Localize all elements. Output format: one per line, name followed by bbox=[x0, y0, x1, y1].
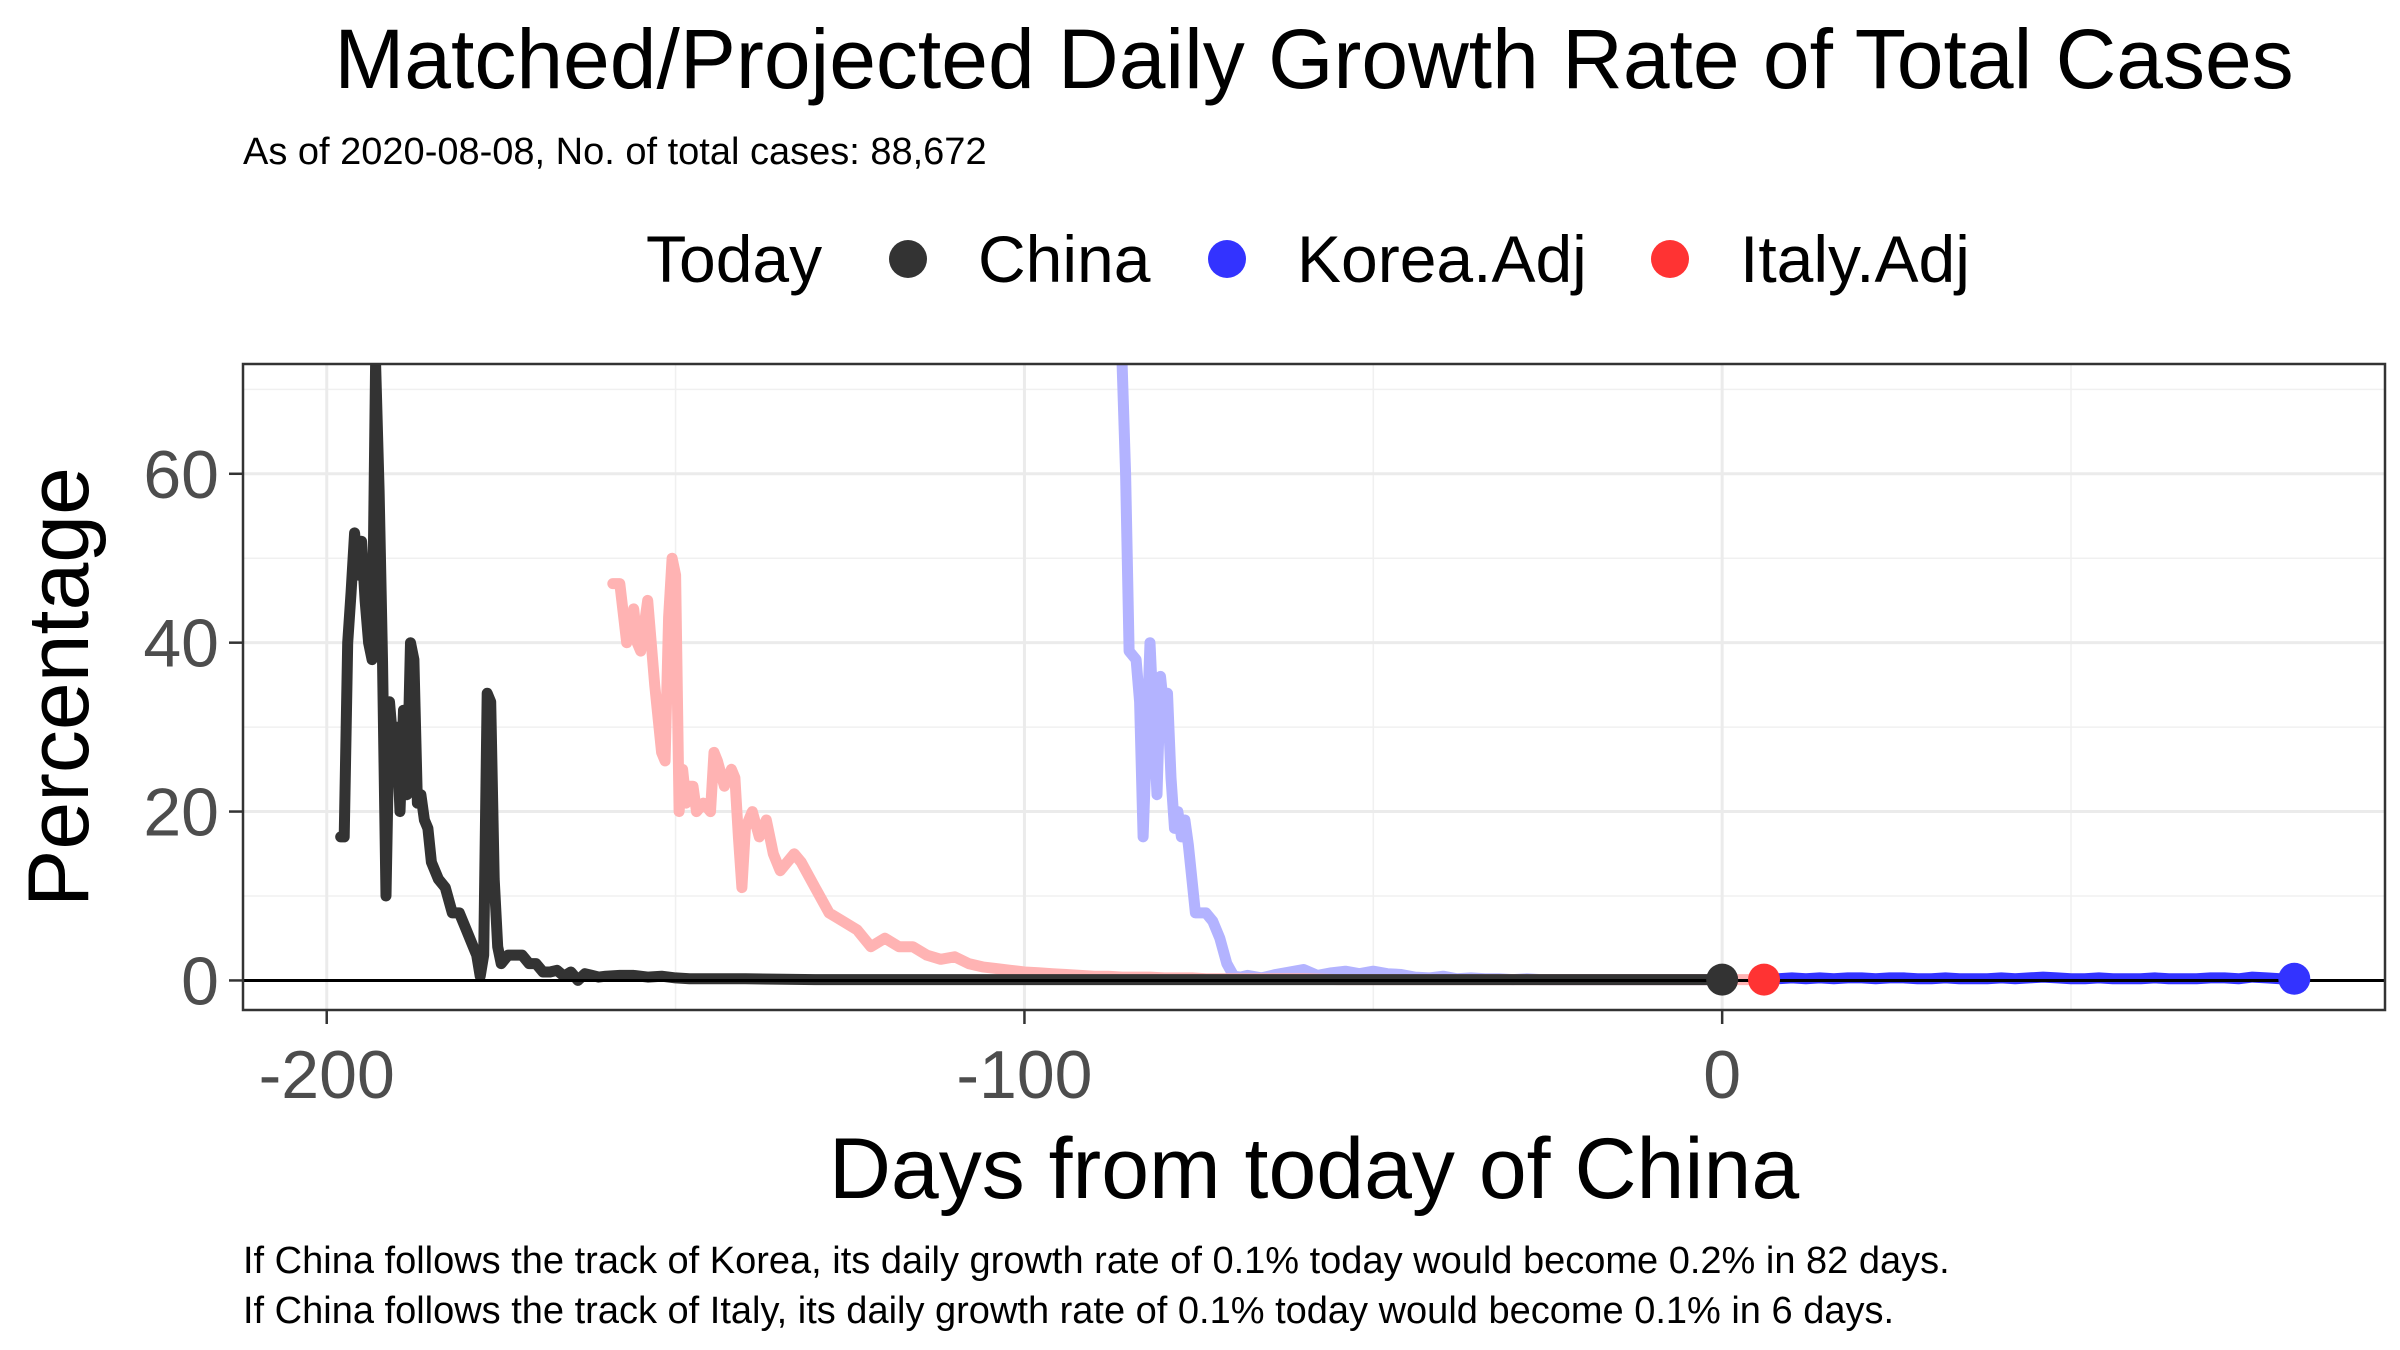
legend-label-italy: Italy.Adj bbox=[1740, 222, 1970, 296]
legend: Today China Korea.Adj Italy.Adj bbox=[646, 222, 1970, 296]
x-tick-label: 0 bbox=[1703, 1037, 1741, 1113]
today-markers bbox=[1706, 962, 2311, 996]
legend-key-china bbox=[889, 240, 927, 278]
today-marker-italy-adj bbox=[1748, 963, 1781, 996]
grid-minor bbox=[243, 364, 2385, 1010]
y-tick-label: 60 bbox=[143, 437, 219, 513]
y-axis: 0 20 40 60 bbox=[143, 437, 243, 1019]
legend-label-china: China bbox=[978, 222, 1151, 296]
y-tick-label: 40 bbox=[143, 606, 219, 682]
x-tick-label: -100 bbox=[956, 1037, 1092, 1113]
caption-line-korea: If China follows the track of Korea, its… bbox=[243, 1240, 1950, 1282]
plot-background bbox=[243, 364, 2385, 1010]
x-tick-label: -200 bbox=[259, 1037, 395, 1113]
legend-title: Today bbox=[646, 222, 822, 296]
legend-key-korea bbox=[1208, 240, 1246, 278]
caption-line-italy: If China follows the track of Italy, its… bbox=[243, 1290, 1894, 1332]
x-axis-title: Days from today of China bbox=[829, 1121, 1799, 1217]
today-marker-korea-adj bbox=[2278, 962, 2311, 995]
y-axis-title: Percentage bbox=[11, 467, 107, 907]
legend-key-italy bbox=[1651, 240, 1689, 278]
today-marker-china bbox=[1706, 963, 1739, 996]
legend-label-korea: Korea.Adj bbox=[1297, 222, 1587, 296]
y-tick-label: 20 bbox=[143, 775, 219, 851]
x-axis: -200 -100 0 bbox=[259, 1010, 1741, 1113]
series-line-korea-adj-projection bbox=[1758, 971, 2300, 986]
y-tick-label: 0 bbox=[181, 943, 219, 1019]
chart-subtitle: As of 2020-08-08, No. of total cases: 88… bbox=[243, 131, 987, 173]
plot-border bbox=[241, 362, 2387, 1012]
chart-title: Matched/Projected Daily Growth Rate of T… bbox=[334, 12, 2293, 106]
